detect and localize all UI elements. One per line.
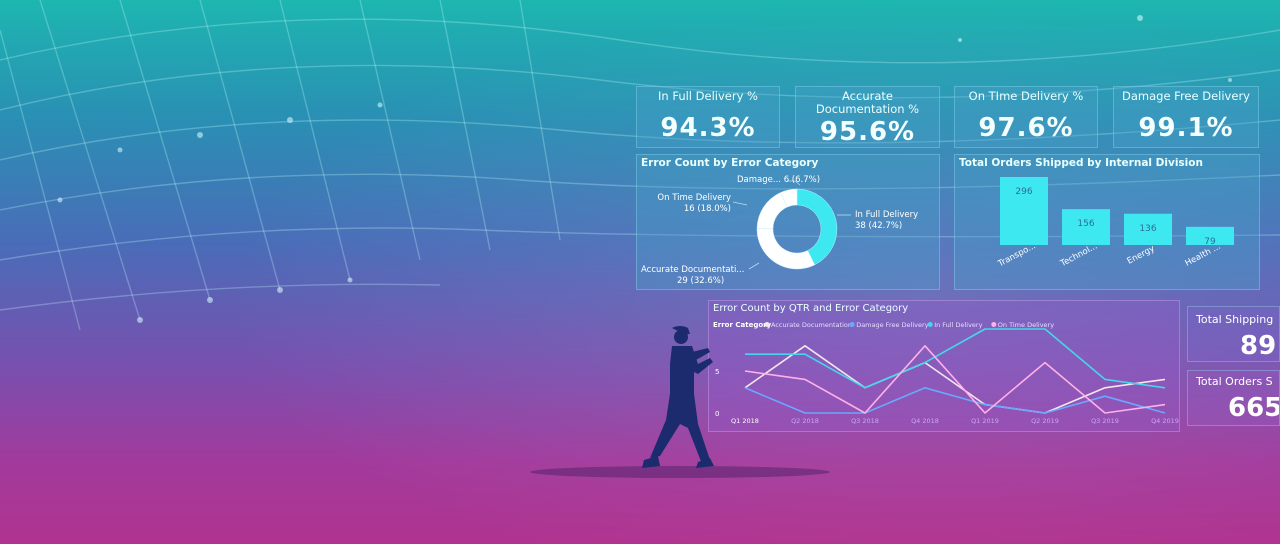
- bar-value-label: 156: [1077, 219, 1094, 229]
- bar[interactable]: [1000, 177, 1048, 245]
- line-chart: Error Category Accurate Documentation Dama…: [713, 321, 1179, 425]
- bar-category-label: Health ...: [1184, 242, 1223, 269]
- kpi-value: 97.6%: [978, 113, 1074, 143]
- x-tick-label: Q4 2018: [911, 417, 939, 425]
- kpi-title: Total Shipping: [1196, 313, 1274, 326]
- legend-marker: [927, 322, 933, 327]
- kpi-value: 665: [1228, 393, 1280, 423]
- x-tick-label: Q1 2018: [731, 417, 759, 425]
- bar-value-label: 136: [1139, 224, 1156, 234]
- series-line[interactable]: [744, 344, 1166, 414]
- bar-chart-panel[interactable]: Total Orders Shipped by Internal Divisio…: [954, 154, 1260, 290]
- kpi-card-total-shipping[interactable]: Total Shipping 89: [1187, 306, 1280, 362]
- x-tick-label: Q2 2019: [1031, 417, 1059, 425]
- donut-label-accurate-documentation: Accurate Documentati...: [641, 265, 744, 275]
- kpi-value: 95.6%: [819, 117, 916, 147]
- x-tick-label: Q1 2019: [971, 417, 999, 425]
- kpi-title: In Full Delivery %: [658, 89, 758, 103]
- bar-category-label: Energy: [1126, 244, 1157, 267]
- panel-title: Total Orders Shipped by Internal Divisio…: [959, 157, 1203, 169]
- donut-slice-2[interactable]: [756, 192, 788, 229]
- donut-label-on-time: On Time Delivery: [657, 193, 731, 203]
- series-line[interactable]: [745, 328, 1166, 389]
- donut-slice-1[interactable]: [756, 228, 816, 270]
- donut-value-on-time: 16 (18.0%): [684, 204, 731, 214]
- donut-slice-0[interactable]: [796, 188, 838, 266]
- bar-category-label: Transpo...: [996, 241, 1038, 270]
- legend-marker: [849, 322, 855, 327]
- kpi-title: Accurate Documentation %: [815, 89, 920, 116]
- series-line[interactable]: [744, 387, 1166, 414]
- legend-entry[interactable]: On Time Delivery: [998, 321, 1054, 329]
- kpi-card-damage-free[interactable]: Damage Free Delivery 99.1%: [1113, 86, 1259, 148]
- kpi-title: Damage Free Delivery: [1122, 89, 1250, 103]
- kpi-title: On TIme Delivery %: [968, 89, 1084, 103]
- kpi-card-on-time[interactable]: On TIme Delivery % 97.6%: [954, 86, 1098, 148]
- kpi-value: 99.1%: [1138, 113, 1234, 143]
- kpi-card-total-orders[interactable]: Total Orders S 665: [1187, 370, 1280, 426]
- kpi-value: 89: [1240, 331, 1277, 361]
- bar[interactable]: [1124, 213, 1172, 245]
- legend-marker: [991, 322, 997, 327]
- donut-chart: Damage... 6 (6.7%) On Time Delivery 16 (…: [641, 175, 918, 286]
- kpi-card-in-full[interactable]: In Full Delivery % 94.3%: [636, 86, 780, 148]
- donut-slice-3[interactable]: [780, 188, 798, 208]
- x-tick-label: Q2 2018: [791, 417, 819, 425]
- donut-label-damage: Damage... 6 (6.7%): [737, 175, 820, 185]
- donut-value-accurate-documentation: 29 (32.6%): [677, 276, 724, 286]
- donut-label-in-full: In Full Delivery: [855, 210, 918, 220]
- kpi-value: 94.3%: [660, 113, 756, 143]
- bar[interactable]: [1186, 226, 1234, 245]
- x-tick-label: Q3 2019: [1091, 417, 1119, 425]
- y-tick-label: 5: [715, 368, 719, 376]
- y-tick-label: 0: [715, 410, 719, 418]
- x-tick-label: Q4 2019: [1151, 417, 1179, 425]
- legend-entry[interactable]: Accurate Documentation: [771, 321, 852, 329]
- kpi-title: Total Orders S: [1196, 375, 1273, 388]
- legend-entry[interactable]: Damage Free Delivery: [856, 321, 928, 329]
- panel-title: Error Count by Error Category: [641, 157, 819, 169]
- bar[interactable]: [1062, 209, 1110, 245]
- line-chart-panel[interactable]: Error Count by QTR and Error Category Er…: [708, 300, 1180, 432]
- x-tick-label: Q3 2018: [851, 417, 879, 425]
- bar-value-label: 296: [1015, 187, 1032, 197]
- legend-marker: [764, 322, 770, 327]
- kpi-card-accurate-documentation[interactable]: Accurate Documentation % 95.6%: [795, 86, 940, 148]
- bar-chart: 296 Transpo... 156 Technol... 136 Energy 79Hea…: [996, 177, 1234, 270]
- legend-title: Error Category: [713, 321, 772, 329]
- worker-silhouette: [642, 326, 714, 468]
- donut-chart-panel[interactable]: Error Count by Error Category Damage... …: [636, 154, 940, 290]
- series-line[interactable]: [744, 344, 1166, 414]
- legend-entry[interactable]: In Full Delivery: [934, 321, 982, 329]
- donut-value-in-full: 38 (42.7%): [855, 221, 902, 231]
- bar-value-label: 79: [1204, 237, 1216, 247]
- bar-category-label: Technol...: [1058, 241, 1099, 269]
- panel-title: Error Count by QTR and Error Category: [713, 303, 909, 314]
